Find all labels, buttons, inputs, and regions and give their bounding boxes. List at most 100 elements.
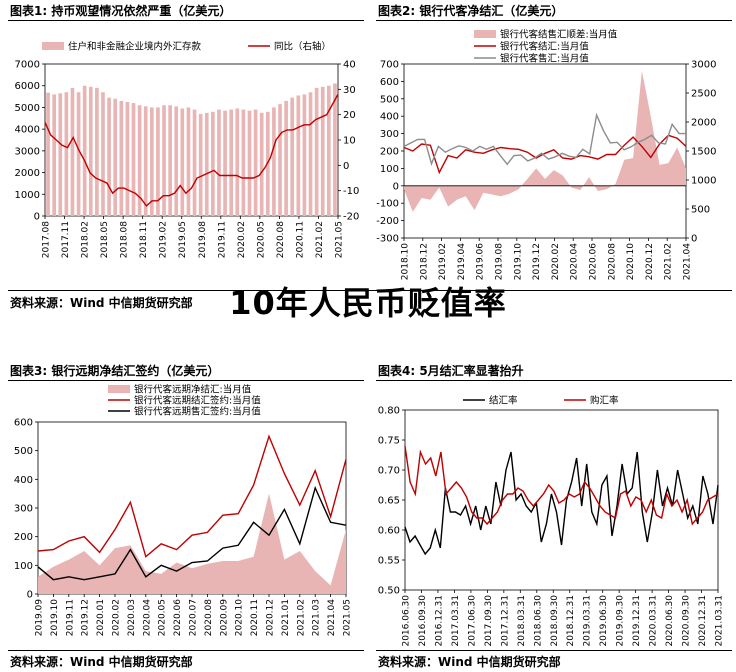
x-tick-label: 2019.08 [495, 243, 505, 280]
legend-swatch [474, 30, 496, 38]
legend-label: 银行代客售汇:当月值 [500, 53, 589, 65]
x-tick-label: 2019.11 [65, 599, 75, 636]
y-tick-label: 0 [27, 590, 33, 601]
bar-mark [192, 109, 197, 216]
x-tick-label: 2019.02 [159, 221, 169, 258]
x-tick-label: 2020.06.30 [665, 595, 675, 647]
y-tick-label: 0.60 [378, 526, 400, 537]
panel2-title: 图表2: 银行代客净结汇（亿美元） [378, 4, 564, 18]
x-tick-label: 2021.02 [315, 221, 325, 258]
bar-mark [64, 92, 69, 216]
line-series-2 [44, 94, 339, 207]
chart4: 0.50 0.55 0.60 0.65 0.70 0.75 0.80 2016.06.30 20… [378, 395, 725, 647]
bar-mark [198, 113, 203, 216]
bar-mark [95, 87, 99, 216]
x-tick-label: 2018.11 [139, 221, 149, 258]
bar-mark [284, 100, 288, 216]
chart2: -300 -200 -100 0 100 200 300 400 500 600 700 0 500 10… [376, 29, 716, 281]
legend-label: 银行代客结售汇顺差:当月值 [500, 29, 618, 41]
x-tick-label: 2020.09 [219, 599, 229, 636]
x-tick-label: 2019.08 [198, 221, 208, 258]
legend-label: 购汇率 [590, 395, 619, 407]
y-tick-label: 600 [14, 418, 33, 429]
bar-mark [241, 109, 246, 216]
line-series-3 [403, 112, 686, 166]
legend-label: 银行代客远期结汇签约:当月值 [134, 395, 261, 407]
bar-mark [186, 107, 191, 216]
legend-label: 银行代客远期售汇签约:当月值 [134, 406, 261, 418]
bar-mark [162, 105, 166, 216]
bar-mark [302, 94, 307, 216]
bar-mark [314, 87, 319, 216]
panel3-source: 资料来源：Wind 中信期货研究部 [10, 655, 193, 669]
x-tick-label: 2019.12.31 [632, 595, 642, 647]
bar-mark [217, 109, 221, 216]
panel4-source-rule [376, 650, 732, 651]
x-tick-label: 2018.12.31 [566, 595, 576, 647]
panel4-title: 图表4: 5月结汇率显著抬升 [378, 364, 524, 378]
x-tick-label: 2020.10 [626, 243, 636, 280]
y-tick-label: 100 [14, 561, 33, 572]
x-tick-label: 2020.08 [204, 599, 214, 636]
panel3-title: 图表3: 银行远期净结汇签约（亿美元） [10, 364, 220, 378]
y-tick-label: 0.65 [378, 496, 400, 507]
bar-mark [259, 112, 264, 216]
x-tick-label: 2020.12 [266, 599, 276, 636]
bar-mark [125, 102, 130, 216]
y-tick-label: 300 [380, 129, 399, 140]
x-tick-label: 2017.12.31 [500, 595, 510, 647]
x-tick-label: 2020.09.30 [682, 595, 692, 647]
chart1: 0 1000 2000 3000 4000 5000 6000 7000 -20 -10 0 10 20… [15, 41, 360, 259]
x-tick-label: 2019.09 [35, 599, 45, 636]
bar-mark [52, 94, 56, 216]
y-tick-label: 600 [380, 77, 399, 88]
x-tick-label: 2020.10 [235, 599, 245, 636]
x-tick-label: 2017.09.30 [484, 595, 494, 647]
bar-mark [113, 98, 118, 216]
y-tick-label: 700 [380, 60, 399, 71]
x-tick-label: 2020.03 [127, 599, 137, 636]
y-tick-label: 6000 [15, 81, 40, 92]
y-tick-label: 0 [393, 181, 399, 192]
panel1-title-rule [8, 20, 364, 21]
x-tick-label: 2018.03.31 [517, 595, 527, 647]
x-tick-label: 2019.06 [476, 243, 486, 280]
bar-mark [131, 103, 136, 216]
bar-mark [149, 107, 154, 216]
y2-tick-label: 500 [691, 205, 710, 216]
bar-mark [327, 85, 331, 216]
x-tick-label: 2019.02 [438, 243, 448, 280]
x-tick-label: 2017.11 [61, 221, 71, 258]
x-tick-label: 2021.02 [296, 599, 306, 636]
x-tick-label: 2019.09.30 [616, 595, 626, 647]
bar-mark [70, 87, 75, 216]
y2-tick-label: 20 [343, 110, 356, 121]
bar-mark [119, 100, 124, 216]
x-tick-label: 2019.05 [178, 221, 188, 258]
bar-mark [88, 86, 93, 216]
x-tick-label: 2017.03.31 [451, 595, 461, 647]
line-series-2 [37, 434, 347, 558]
x-tick-label: 2018.05 [100, 221, 110, 258]
bar-mark [247, 110, 252, 216]
y-tick-label: 100 [380, 164, 399, 175]
y-tick-label: 1000 [15, 190, 40, 201]
x-tick-label: 2021.01 [281, 599, 291, 636]
panel4-source: 资料来源：Wind 中信期货研究部 [378, 655, 561, 669]
x-tick-label: 2020.05 [158, 599, 168, 636]
bar-mark [308, 92, 313, 216]
x-tick-label: 2016.12.31 [434, 595, 444, 647]
x-tick-label: 2019.04 [457, 243, 467, 280]
bar-mark [211, 111, 215, 216]
x-tick-label: 2021.04 [683, 243, 693, 280]
x-tick-label: 2021.05 [343, 599, 353, 636]
bar-mark [333, 83, 337, 216]
panel1-source: 资料来源：Wind 中信期货研究部 [10, 296, 193, 310]
bar-mark [180, 108, 185, 216]
x-tick-label: 2021.05 [335, 221, 345, 258]
legend-label: 银行代客远期净结汇:当月值 [134, 384, 252, 396]
y2-tick-label: 30 [343, 85, 356, 96]
y2-tick-label: 3000 [691, 60, 716, 71]
bar-mark [107, 97, 111, 216]
